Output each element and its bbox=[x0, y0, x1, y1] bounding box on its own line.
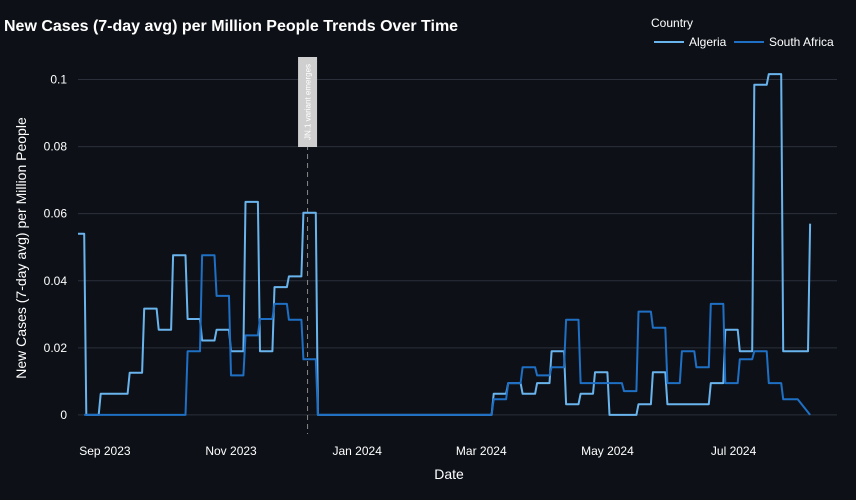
x-tick-label: Mar 2024 bbox=[456, 444, 507, 458]
x-tick-label: Nov 2023 bbox=[205, 444, 257, 458]
annotation: JN.1 variant emerges bbox=[298, 57, 318, 434]
y-tick-label: 0.08 bbox=[44, 140, 68, 154]
x-tick-label: Jan 2024 bbox=[333, 444, 383, 458]
y-tick-label: 0.1 bbox=[50, 72, 67, 86]
legend: Country Algeria South Africa bbox=[651, 16, 834, 49]
x-tick-label: May 2024 bbox=[581, 444, 634, 458]
y-tick-label: 0 bbox=[60, 408, 67, 422]
x-axis-label: Date bbox=[434, 466, 464, 482]
series-line-south-africa bbox=[84, 254, 811, 416]
chart-title: New Cases (7-day avg) per Million People… bbox=[4, 18, 458, 35]
legend-item-south-africa[interactable]: South Africa bbox=[734, 35, 834, 49]
y-tick-label: 0.02 bbox=[44, 341, 68, 355]
legend-label-south-africa: South Africa bbox=[769, 35, 834, 49]
annotation-label: JN.1 variant emerges bbox=[304, 64, 313, 140]
legend-label-algeria: Algeria bbox=[689, 35, 727, 49]
x-tick-label: Sep 2023 bbox=[79, 444, 131, 458]
legend-item-algeria[interactable]: Algeria bbox=[654, 35, 727, 49]
annotation-box bbox=[298, 57, 318, 147]
x-axis-ticks: Sep 2023 Nov 2023 Jan 2024 Mar 2024 May 2024… bbox=[79, 444, 756, 458]
y-tick-label: 0.06 bbox=[44, 207, 68, 221]
y-axis-label: New Cases (7-day avg) per Million People bbox=[13, 117, 29, 379]
legend-title: Country bbox=[651, 16, 693, 30]
y-axis-ticks: 0 0.02 0.04 0.06 0.08 0.1 bbox=[44, 72, 68, 421]
series-group bbox=[78, 73, 812, 416]
y-tick-label: 0.04 bbox=[44, 274, 68, 288]
grid bbox=[78, 78, 837, 416]
x-tick-label: Jul 2024 bbox=[711, 444, 757, 458]
